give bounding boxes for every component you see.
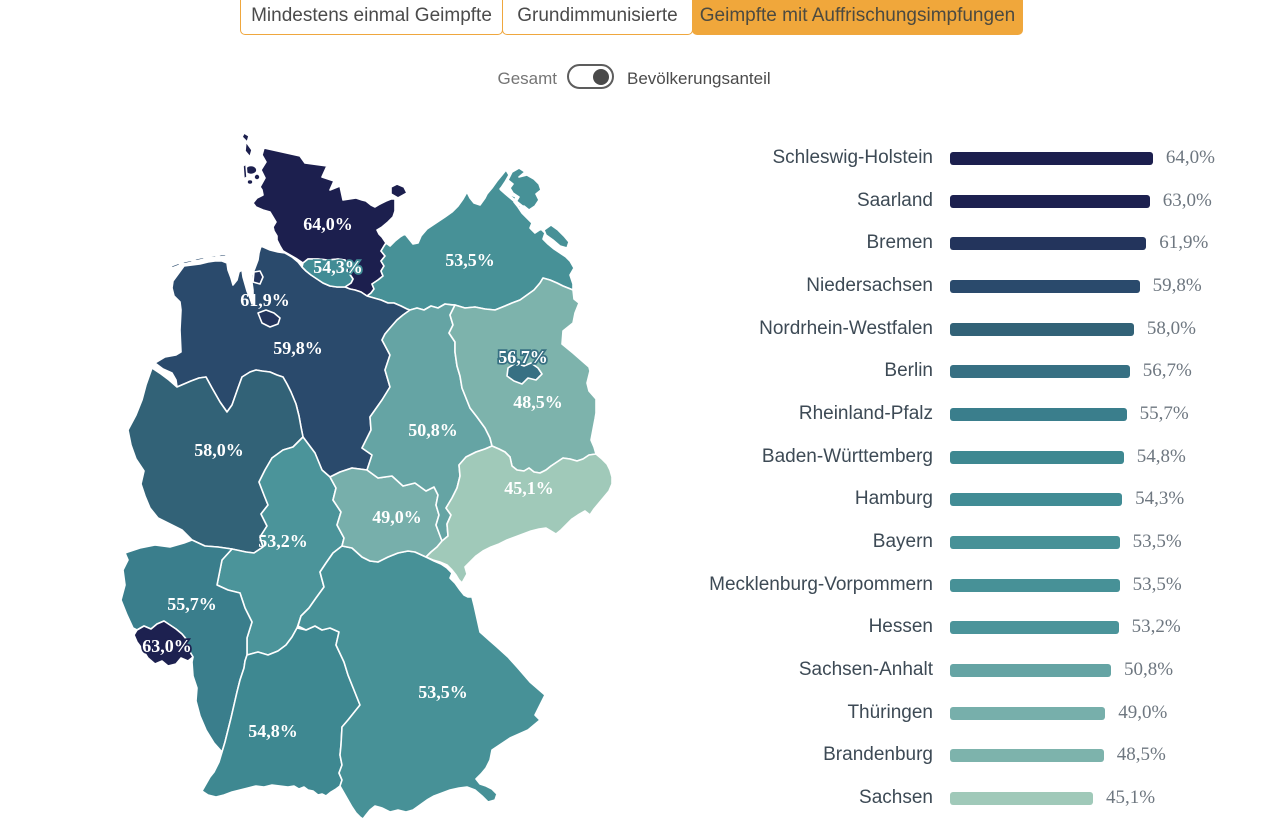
svg-text:53,5%: 53,5% (418, 682, 468, 702)
svg-text:56,7%: 56,7% (498, 347, 548, 367)
svg-text:54,3%: 54,3% (313, 257, 363, 277)
svg-text:53,2%: 53,2% (258, 531, 308, 551)
svg-text:59,8%: 59,8% (273, 338, 323, 358)
svg-text:48,5%: 48,5% (513, 392, 563, 412)
svg-text:54,8%: 54,8% (248, 721, 298, 741)
svg-text:64,0%: 64,0% (303, 214, 353, 234)
svg-text:49,0%: 49,0% (372, 507, 422, 527)
svg-text:53,5%: 53,5% (445, 250, 495, 270)
svg-text:45,1%: 45,1% (504, 478, 554, 498)
svg-text:61,9%: 61,9% (240, 290, 290, 310)
svg-text:55,7%: 55,7% (167, 594, 217, 614)
svg-text:50,8%: 50,8% (408, 420, 458, 440)
svg-text:58,0%: 58,0% (194, 440, 244, 460)
svg-text:63,0%: 63,0% (142, 636, 192, 656)
